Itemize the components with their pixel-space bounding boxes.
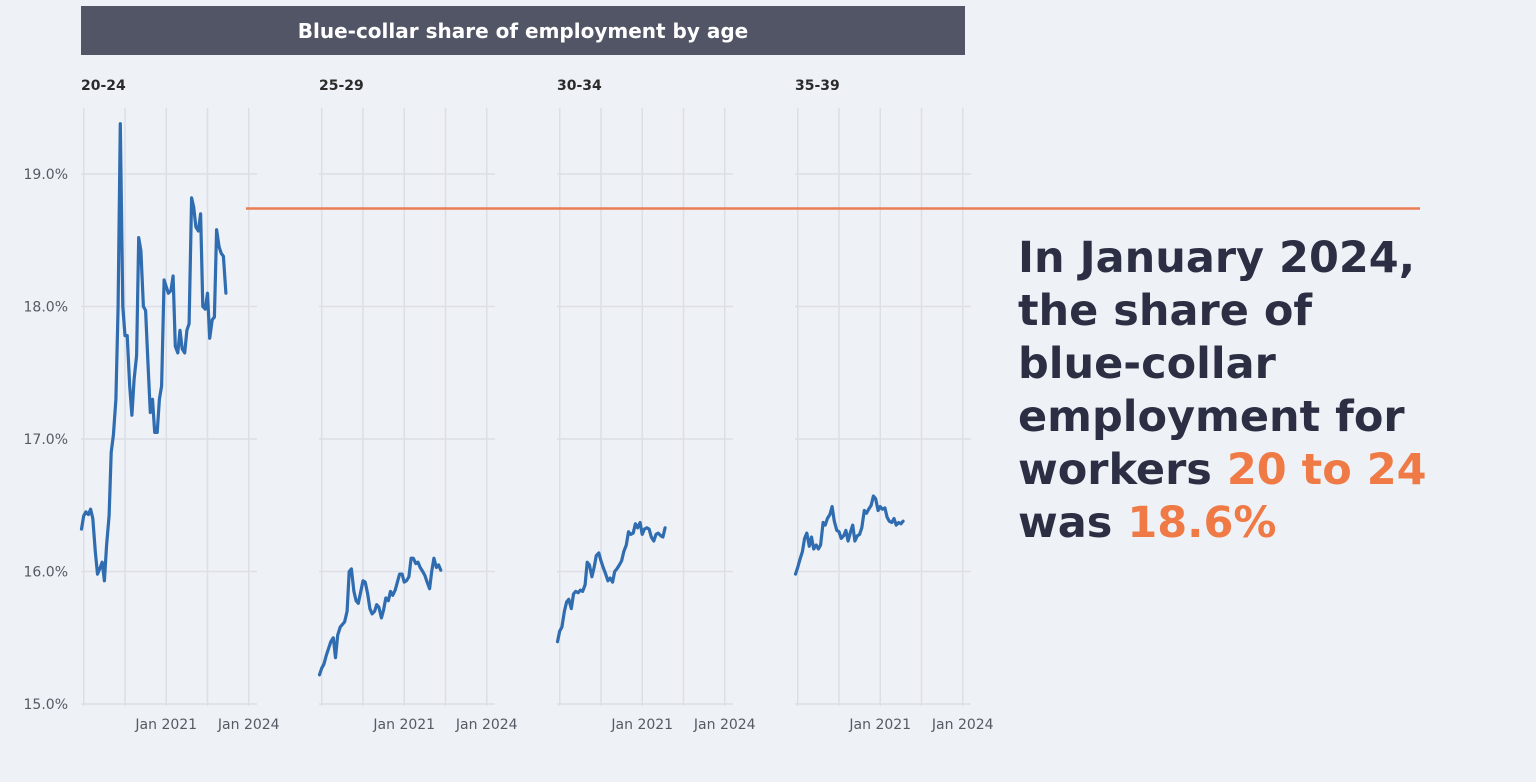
panel-label: 30-34 (557, 78, 602, 94)
callout-line2: was (1018, 498, 1113, 548)
x-tick-label: Jan 2024 (217, 717, 280, 733)
y-tick-label: 16.0% (24, 565, 68, 581)
series-line-35-39 (793, 494, 905, 576)
series-line-30-34 (555, 520, 667, 644)
chart-title: Blue-collar share of employment by age (297, 18, 749, 43)
y-tick-label: 17.0% (24, 432, 68, 448)
x-tick-label: Jan 2021 (372, 717, 435, 733)
y-tick-label: 19.0% (24, 167, 68, 183)
x-tick-label: Jan 2024 (455, 717, 518, 733)
y-tick-label: 15.0% (24, 697, 68, 713)
x-tick-label: Jan 2024 (693, 717, 756, 733)
y-tick-label: 18.0% (24, 300, 68, 316)
x-tick-label: Jan 2021 (610, 717, 673, 733)
chart-title-bar: Blue-collar share of employment by age (81, 6, 965, 55)
series-line-25-29 (317, 556, 443, 677)
x-tick-label: Jan 2021 (134, 717, 197, 733)
callout-highlight-value: 18.6% (1127, 498, 1277, 548)
callout-text: In January 2024, the share of blue-colla… (1018, 232, 1438, 550)
panel-label: 35-39 (795, 78, 840, 94)
x-tick-label: Jan 2024 (931, 717, 994, 733)
panel-label: 20-24 (81, 78, 126, 94)
callout-line1: In January 2024, the share of blue-colla… (1018, 233, 1416, 495)
callout-highlight-age: 20 to 24 (1226, 445, 1427, 495)
series-line-20-24 (79, 122, 228, 583)
panel-label: 25-29 (319, 78, 364, 94)
x-tick-label: Jan 2021 (848, 717, 911, 733)
